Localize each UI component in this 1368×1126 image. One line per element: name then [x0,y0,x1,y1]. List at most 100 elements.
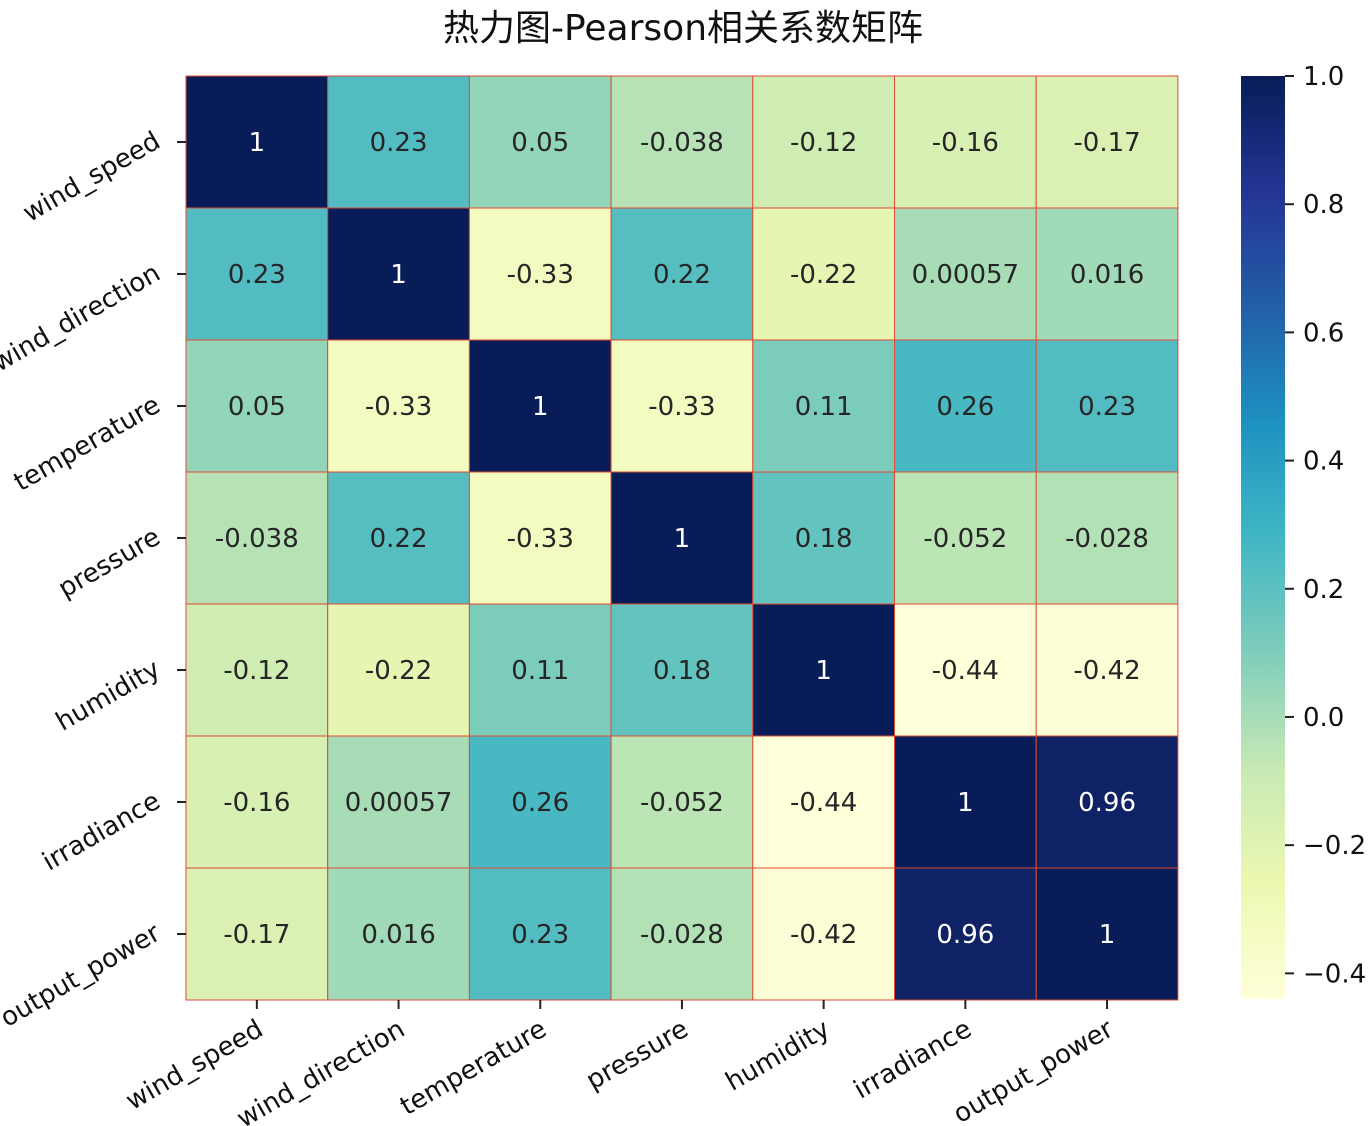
x-tick-label: temperature [395,1014,552,1122]
colorbar-tick-label: 0.6 [1303,318,1344,348]
cell-value-label: 0.18 [795,524,853,554]
heatmap-cell [610,75,754,209]
cell-value-label: 0.016 [1070,260,1144,290]
cell-value-label: 0.016 [361,920,435,950]
cell-value-label: 0.11 [795,392,853,422]
cell-value-label: 0.23 [1078,392,1136,422]
cell-value-label: 1 [1099,920,1116,950]
cell-value-label: -0.33 [507,524,574,554]
colorbar-tick-label: 1.0 [1303,62,1344,92]
heatmap-cell [752,339,895,473]
y-tick-label: temperature [9,390,166,498]
heatmap-cell [327,735,470,869]
x-tick-label: humidity [721,1014,835,1097]
heatmap-cell [327,471,470,605]
heatmap-cell [752,207,895,341]
x-tick-label: pressure [581,1014,693,1096]
x-tick-label: output_power [948,1014,1118,1126]
cell-value-label: -0.42 [1073,656,1140,686]
cell-value-label: -0.052 [640,788,724,818]
heatmap-cell [185,207,329,341]
heatmap-cell [185,339,329,473]
cell-value-label: -0.44 [790,788,857,818]
heatmap-cell [468,75,612,209]
heatmap-cell [894,867,1037,1001]
heatmap-cell [894,603,1037,737]
cell-value-label: 0.22 [370,524,428,554]
cell-value-label: -0.22 [790,260,857,290]
cell-value-label: -0.12 [790,128,857,158]
cell-value-label: -0.038 [640,128,724,158]
cell-value-label: -0.028 [1065,524,1149,554]
colorbar-tick-label: 0.4 [1303,447,1344,477]
y-tick-label: wind_speed [18,126,166,228]
heatmap-cell [894,75,1037,209]
heatmap-cell [894,339,1037,473]
heatmap-cell [327,75,470,209]
cell-value-label: 1 [957,788,974,818]
x-tick-label: irradiance [849,1014,977,1105]
cell-value-label: -0.052 [923,524,1007,554]
cell-value-label: 1 [249,128,266,158]
cell-value-label: -0.028 [640,920,724,950]
cell-value-label: -0.16 [932,128,999,158]
cell-value-label: 1 [532,392,549,422]
heatmap-cell [468,603,612,737]
heatmap-cell [1035,867,1179,1001]
y-tick-label: irradiance [37,786,165,877]
cell-value-label: 0.05 [228,392,286,422]
cell-value-label: 0.26 [936,392,994,422]
cell-value-label: -0.42 [790,920,857,950]
cell-value-label: 1 [674,524,691,554]
cell-value-label: -0.038 [215,524,299,554]
colorbar-tick-label: 0.8 [1303,190,1344,220]
heatmap-cell [468,339,612,473]
colorbar: 1.0 0.8 0.6 0.4 0.2 0.0 −0.2 −0.4 [1241,62,1366,999]
heatmap-cell [752,75,895,209]
heatmap-cell [894,207,1037,341]
heatmap-cell [1035,339,1179,473]
colorbar-tick-label: −0.2 [1303,831,1366,861]
heatmap-cells [185,75,1179,1001]
cell-value-label: -0.33 [507,260,574,290]
cell-value-label: 0.96 [936,920,994,950]
heatmap-cell [1035,603,1179,737]
cell-value-label: 0.26 [511,788,569,818]
colorbar-tick-label: −0.4 [1303,959,1366,989]
cell-value-label: 0.96 [1078,788,1136,818]
heatmap-cell [185,75,329,209]
cell-value-label: 0.18 [653,656,711,686]
heatmap-cell [752,867,895,1001]
heatmap-cell [610,867,754,1001]
cell-value-label: 1 [815,656,832,686]
cell-value-label: 0.22 [653,260,711,290]
heatmap-cell [185,867,329,1001]
heatmap-cell [468,867,612,1001]
heatmap-cell [752,735,895,869]
cell-value-label: -0.44 [932,656,999,686]
heatmap-cell [468,207,612,341]
heatmap-cell [610,735,754,869]
cell-value-label: 0.23 [228,260,286,290]
cell-value-label: -0.16 [223,788,290,818]
colorbar-tick-label: 0.0 [1303,703,1344,733]
y-tick-label: wind_direction [0,258,166,378]
heatmap-cell [185,735,329,869]
cell-value-label: -0.22 [365,656,432,686]
heatmap-cell [1035,207,1179,341]
heatmap-cell [327,339,470,473]
cell-value-label: -0.17 [223,920,290,950]
cell-value-label: 1 [390,260,407,290]
cell-value-label: 0.00057 [345,788,453,818]
heatmap-cell-labels: 1 0.23 0.05 -0.038 -0.12 -0.16 -0.17 0.23 1 -0.33… [215,128,1149,950]
heatmap-cell [610,471,754,605]
y-tick-label: humidity [51,654,165,737]
cell-value-label: 0.00057 [912,260,1020,290]
colorbar-tick-label: 0.2 [1303,575,1344,605]
cell-value-label: 0.23 [370,128,428,158]
cell-value-label: -0.33 [648,392,715,422]
cell-value-label: 0.05 [511,128,569,158]
cell-value-label: 0.11 [511,656,569,686]
